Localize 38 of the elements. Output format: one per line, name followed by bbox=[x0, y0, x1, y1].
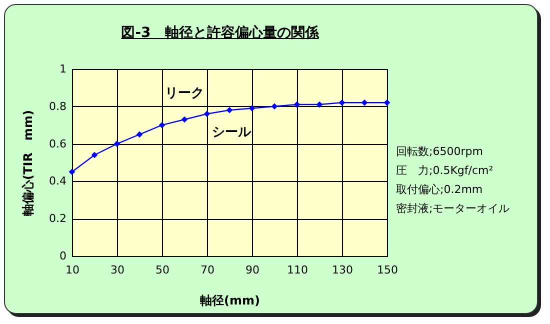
x-tick-label: 10 bbox=[66, 264, 80, 276]
point bbox=[68, 168, 76, 176]
y-axis-title: 軸偏心(TIR mm) bbox=[21, 110, 36, 217]
point bbox=[204, 110, 210, 118]
point bbox=[294, 101, 300, 108]
point bbox=[226, 106, 233, 114]
y-tick-label: 0.8 bbox=[49, 100, 66, 113]
x-tick-label: 70 bbox=[200, 264, 214, 276]
annotation: シール bbox=[212, 124, 251, 141]
point bbox=[158, 122, 166, 128]
y-tick-label: 0.2 bbox=[49, 212, 66, 226]
x-tick-label: 30 bbox=[110, 264, 124, 276]
point bbox=[338, 100, 346, 106]
x-tick-label: 130 bbox=[332, 264, 353, 276]
point bbox=[361, 100, 368, 106]
x-tick-label: 90 bbox=[246, 264, 260, 276]
point bbox=[271, 103, 278, 110]
point bbox=[114, 140, 120, 147]
chart-title: 図-3 軸径と許容偏心量の関係 bbox=[120, 24, 320, 42]
point bbox=[248, 105, 256, 112]
text: 回転数;6500rpm bbox=[396, 144, 484, 160]
y-tick-label: 0 bbox=[60, 250, 66, 262]
text: 密封液;モーターオイル bbox=[396, 201, 510, 217]
point bbox=[181, 116, 188, 123]
x-axis-title: 軸径(mm) bbox=[199, 294, 260, 308]
point bbox=[316, 101, 323, 108]
text: 取付偏心;0.2mm bbox=[396, 182, 484, 198]
text: 圧 力;0.5Kgf/cm² bbox=[396, 163, 494, 179]
point bbox=[136, 131, 143, 138]
y-tick-label: 1 bbox=[60, 62, 66, 76]
x-tick-label: 110 bbox=[287, 264, 308, 276]
point bbox=[91, 152, 98, 158]
annotation: リーク bbox=[165, 85, 204, 102]
x-tick-label: 50 bbox=[156, 264, 170, 276]
y-tick-label: 0.6 bbox=[49, 137, 66, 150]
x-tick-label: 150 bbox=[377, 264, 398, 276]
point bbox=[384, 100, 390, 106]
y-tick-label: 0.4 bbox=[49, 174, 66, 188]
